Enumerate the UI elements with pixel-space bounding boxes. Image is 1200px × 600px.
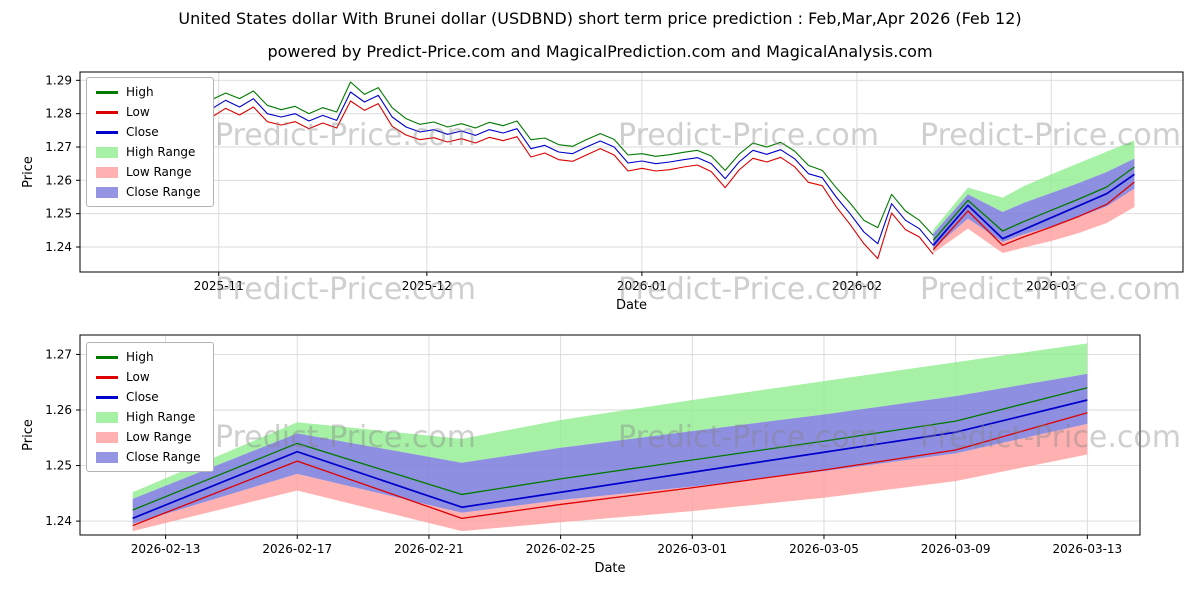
legend-label: Close Range (126, 450, 201, 464)
legend-item-close: Close (96, 389, 201, 405)
legend-item-high: High (96, 349, 201, 365)
legend-label: Low (126, 370, 150, 384)
y-tick-label: 1.26 (45, 173, 72, 187)
legend-line-swatch (96, 395, 118, 399)
low-range-band (132, 423, 1088, 532)
y-axis-label: Price (21, 419, 36, 451)
prediction-low-line (132, 412, 1088, 527)
y-axis-label: Price (21, 156, 36, 188)
history-high-line (100, 81, 934, 236)
prediction-high-line (132, 387, 1088, 511)
legend-line-swatch (96, 90, 118, 94)
page-subtitle: powered by Predict-Price.com and Magical… (267, 42, 933, 61)
prediction-close-line (932, 173, 1135, 246)
plot-border (79, 334, 1141, 536)
legend-label: High Range (126, 145, 196, 159)
legend-patch-swatch (96, 186, 118, 198)
legend-patch-swatch (96, 166, 118, 178)
legend-item-close: Close (96, 124, 201, 140)
legend-item-high: High (96, 84, 201, 100)
high-range-band (132, 343, 1088, 499)
y-tick-label: 1.27 (45, 140, 72, 154)
legend-item-close-range: Close Range (96, 449, 201, 465)
legend-line-swatch (96, 355, 118, 359)
legend-item-low-range: Low Range (96, 164, 201, 180)
prediction-close-line (132, 399, 1088, 520)
x-tick-label: 2026-01 (617, 279, 667, 293)
y-tick-label: 1.25 (45, 207, 72, 221)
x-tick-label: 2026-03-13 (1052, 542, 1122, 556)
plot-border (79, 71, 1184, 273)
legend-item-low: Low (96, 104, 201, 120)
y-tick-label: 1.25 (45, 459, 72, 473)
x-tick-label: 2025-12 (402, 279, 452, 293)
x-tick-label: 2026-03-01 (657, 542, 727, 556)
bottom-chart-legend: High Low Close High Range Low Range Close Ran… (86, 342, 214, 472)
legend-patch-swatch (96, 411, 118, 423)
legend-patch-swatch (96, 146, 118, 158)
legend-label: Close (126, 125, 159, 139)
y-tick-label: 1.24 (45, 514, 72, 528)
x-tick-label: 2026-03 (1026, 279, 1076, 293)
legend-item-high-range: High Range (96, 409, 201, 425)
x-axis-label: Date (616, 298, 647, 313)
x-tick-label: 2026-02-21 (394, 542, 464, 556)
legend-patch-swatch (96, 451, 118, 463)
page-title: United States dollar With Brunei dollar … (178, 9, 1022, 28)
low-range-band (933, 188, 1135, 253)
y-tick-label: 1.27 (45, 347, 72, 361)
legend-item-high-range: High Range (96, 144, 201, 160)
tick-labels: 2025-11 2025-12 2026-01 2026-02 2026-03 1.24 1… (45, 73, 1076, 293)
high-range-band (933, 140, 1135, 234)
tick-labels: 2026-02-13 2026-02-17 2026-02-21 2026-02-25… (45, 347, 1122, 556)
legend-patch-swatch (96, 431, 118, 443)
legend-label: Low Range (126, 430, 192, 444)
top-chart-legend: High Low Close High Range Low Range Close Ran… (86, 77, 214, 207)
legend-label: High (126, 85, 154, 99)
legend-label: High Range (126, 410, 196, 424)
y-tick-label: 1.24 (45, 240, 72, 254)
legend-label: High (126, 350, 154, 364)
x-tick-label: 2026-02-25 (526, 542, 596, 556)
legend-item-low: Low (96, 369, 201, 385)
x-tick-label: 2026-02-13 (131, 542, 201, 556)
legend-line-swatch (96, 130, 118, 134)
y-tick-label: 1.29 (45, 73, 72, 87)
history-close-line (100, 91, 934, 246)
x-tick-label: 2026-02-17 (262, 542, 332, 556)
legend-item-low-range: Low Range (96, 429, 201, 445)
y-tick-label: 1.26 (45, 403, 72, 417)
legend-label: Low Range (126, 165, 192, 179)
legend-line-swatch (96, 375, 118, 379)
x-tick-label: 2026-03-09 (921, 542, 991, 556)
x-tick-label: 2026-02 (832, 279, 882, 293)
legend-label: Close Range (126, 185, 201, 199)
history-low-line (100, 100, 934, 260)
legend-label: Close (126, 390, 159, 404)
top-chart-canvas: 2025-11 2025-12 2026-01 2026-02 2026-03 1.24 1… (21, 71, 1184, 313)
prediction-low-line (932, 181, 1135, 251)
legend-item-close-range: Close Range (96, 184, 201, 200)
x-tick-label: 2025-11 (194, 279, 244, 293)
x-axis-label: Date (594, 561, 625, 576)
legend-line-swatch (96, 110, 118, 114)
y-tick-label: 1.28 (45, 107, 72, 121)
prediction-high-line (932, 166, 1135, 241)
x-tick-label: 2026-03-05 (789, 542, 859, 556)
legend-label: Low (126, 105, 150, 119)
bottom-chart-canvas: 2026-02-13 2026-02-17 2026-02-21 2026-02-25… (21, 334, 1141, 576)
